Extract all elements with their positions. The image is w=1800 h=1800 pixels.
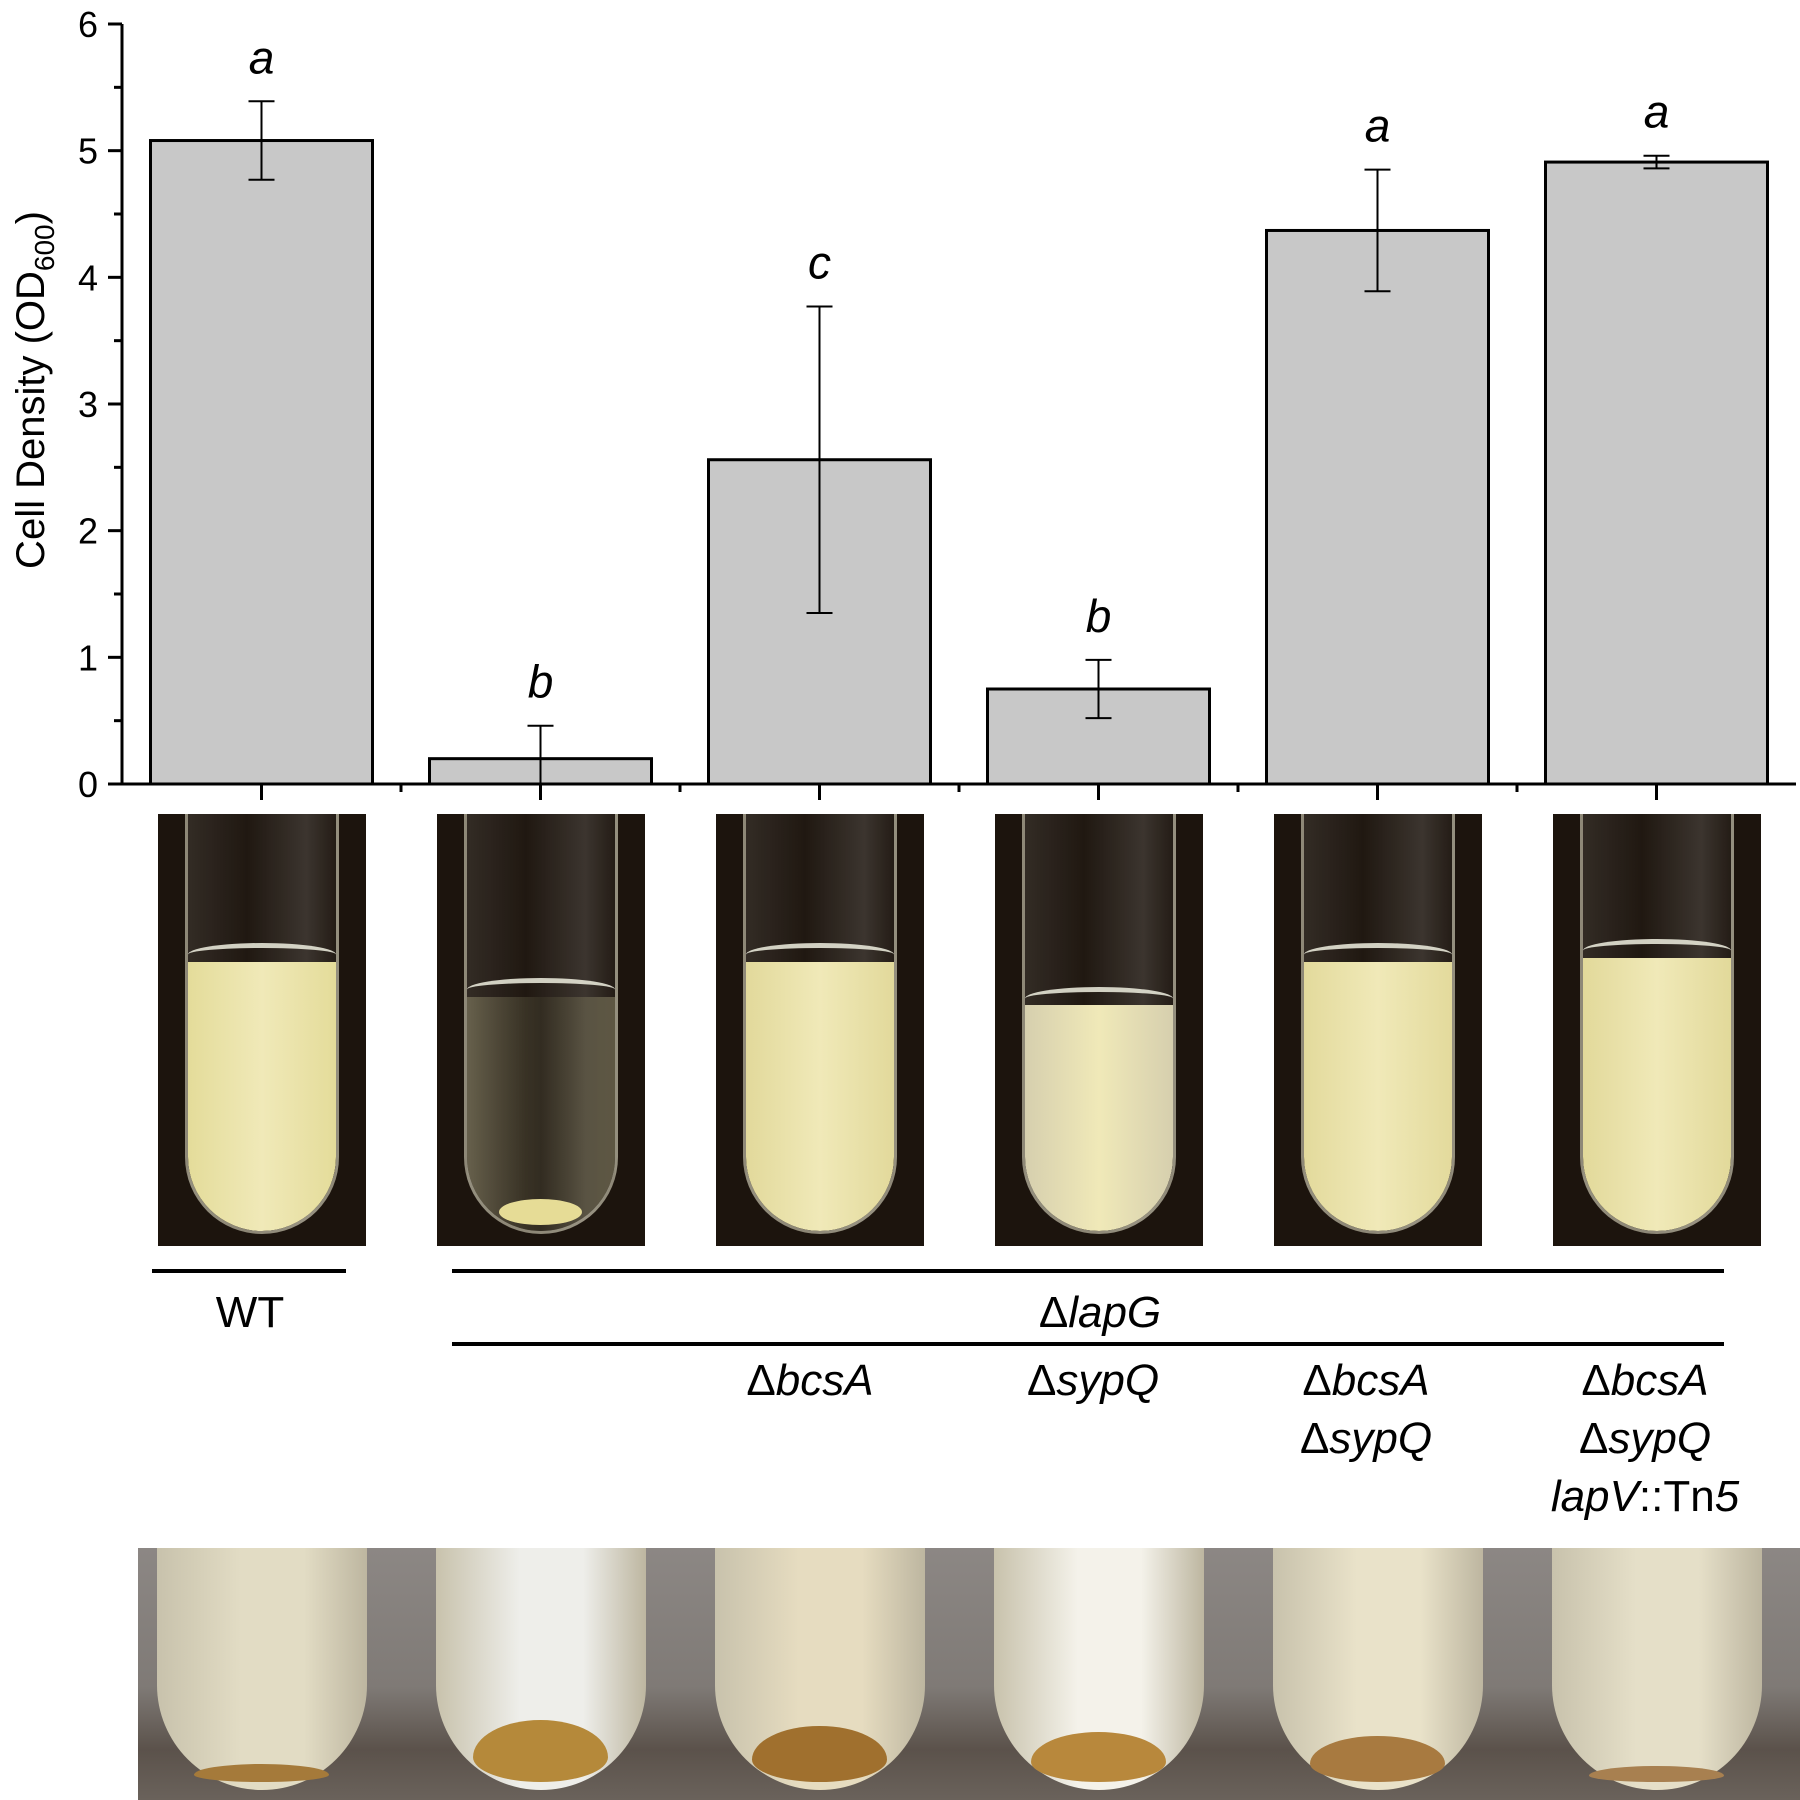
pellet <box>752 1726 887 1782</box>
y-tick-label: 2 <box>78 511 98 552</box>
significance-label: a <box>249 31 275 83</box>
tube-glass <box>1021 814 1176 1234</box>
tube-glass <box>1300 814 1455 1234</box>
genotype-line: ΔsypQ <box>1299 1414 1433 1463</box>
genotype-line: ΔsypQ <box>1026 1356 1160 1405</box>
pellet <box>473 1720 608 1782</box>
wt-label: WT <box>215 1288 285 1337</box>
culture-tube-photo <box>1552 814 1761 1246</box>
lapg-overline <box>452 1269 1724 1273</box>
genotype-line: ΔbcsA <box>1581 1356 1709 1405</box>
y-tick-label: 5 <box>78 131 98 172</box>
pellet <box>1589 1766 1724 1782</box>
bars: a b c b a a <box>149 31 1769 786</box>
pellet-tube-photo <box>156 1548 367 1790</box>
significance-label: b <box>1086 590 1112 642</box>
y-tick-label: 3 <box>78 384 98 425</box>
bar <box>1265 228 1490 786</box>
y-tick-label: 4 <box>78 257 98 298</box>
genotype-col4: ΔsypQ <box>973 1352 1213 1410</box>
pellet-tube-photo <box>993 1548 1204 1790</box>
culture-tube-photo <box>994 814 1203 1246</box>
tube-meniscus <box>1024 986 1173 1010</box>
genotype-col5: ΔbcsA ΔsypQ <box>1246 1352 1486 1468</box>
tube-glass <box>463 814 618 1234</box>
culture-tube-photo <box>436 814 645 1246</box>
pellet-tube-photo <box>1272 1548 1483 1790</box>
genotype-line: lapV::Tn5 <box>1550 1472 1740 1521</box>
pellet <box>1031 1732 1166 1782</box>
tube-glass <box>742 814 897 1234</box>
genotype-line: ΔbcsA <box>746 1356 874 1405</box>
pellet-tube-photo <box>714 1548 925 1790</box>
significance-label: c <box>808 236 831 288</box>
tube-meniscus <box>745 943 894 966</box>
bar <box>149 139 374 786</box>
significance-label: a <box>1365 100 1391 152</box>
bar <box>1544 160 1769 786</box>
bar-chart: 0 1 2 3 4 5 6 a b c b a a Cell Density (OD600) <box>9 4 1796 800</box>
pellet-photo-strip <box>138 1548 1800 1800</box>
tube-glass <box>184 814 339 1234</box>
tube-liquid <box>187 961 336 1231</box>
genotype-line: ΔsypQ <box>1578 1414 1712 1463</box>
tube-liquid <box>745 961 894 1231</box>
pellet-tube-photo <box>1551 1548 1762 1790</box>
tube-meniscus <box>1582 938 1731 962</box>
axes: 0 1 2 3 4 5 6 <box>78 4 1796 800</box>
tube-pellet <box>499 1199 582 1225</box>
tube-liquid <box>1582 957 1731 1231</box>
tube-liquid <box>466 996 615 1231</box>
y-tick-label: 6 <box>78 4 98 45</box>
y-axis-label: Cell Density (OD600) <box>9 211 60 569</box>
tube-meniscus <box>466 977 615 1001</box>
genotype-line: ΔbcsA <box>1302 1356 1430 1405</box>
wt-underline <box>152 1269 346 1273</box>
culture-tube-photo <box>715 814 924 1246</box>
tube-meniscus <box>1303 943 1452 966</box>
culture-tube-photo <box>1273 814 1482 1246</box>
lapg-underline <box>452 1342 1724 1346</box>
y-tick-label: 1 <box>78 637 98 678</box>
pellet-tube-photo <box>435 1548 646 1790</box>
tube-liquid <box>1024 1005 1173 1231</box>
culture-tube-photo <box>157 814 366 1246</box>
pellet <box>194 1764 329 1782</box>
tube-liquid <box>1303 961 1452 1231</box>
significance-label: a <box>1644 86 1670 138</box>
tube-glass <box>1579 814 1734 1234</box>
y-tick-label: 0 <box>78 764 98 800</box>
tube-meniscus <box>187 943 336 966</box>
significance-label: b <box>528 656 554 708</box>
genotype-col3: ΔbcsA <box>690 1352 930 1410</box>
pellet <box>1310 1736 1445 1782</box>
lapg-label: ΔlapG <box>1038 1288 1162 1337</box>
